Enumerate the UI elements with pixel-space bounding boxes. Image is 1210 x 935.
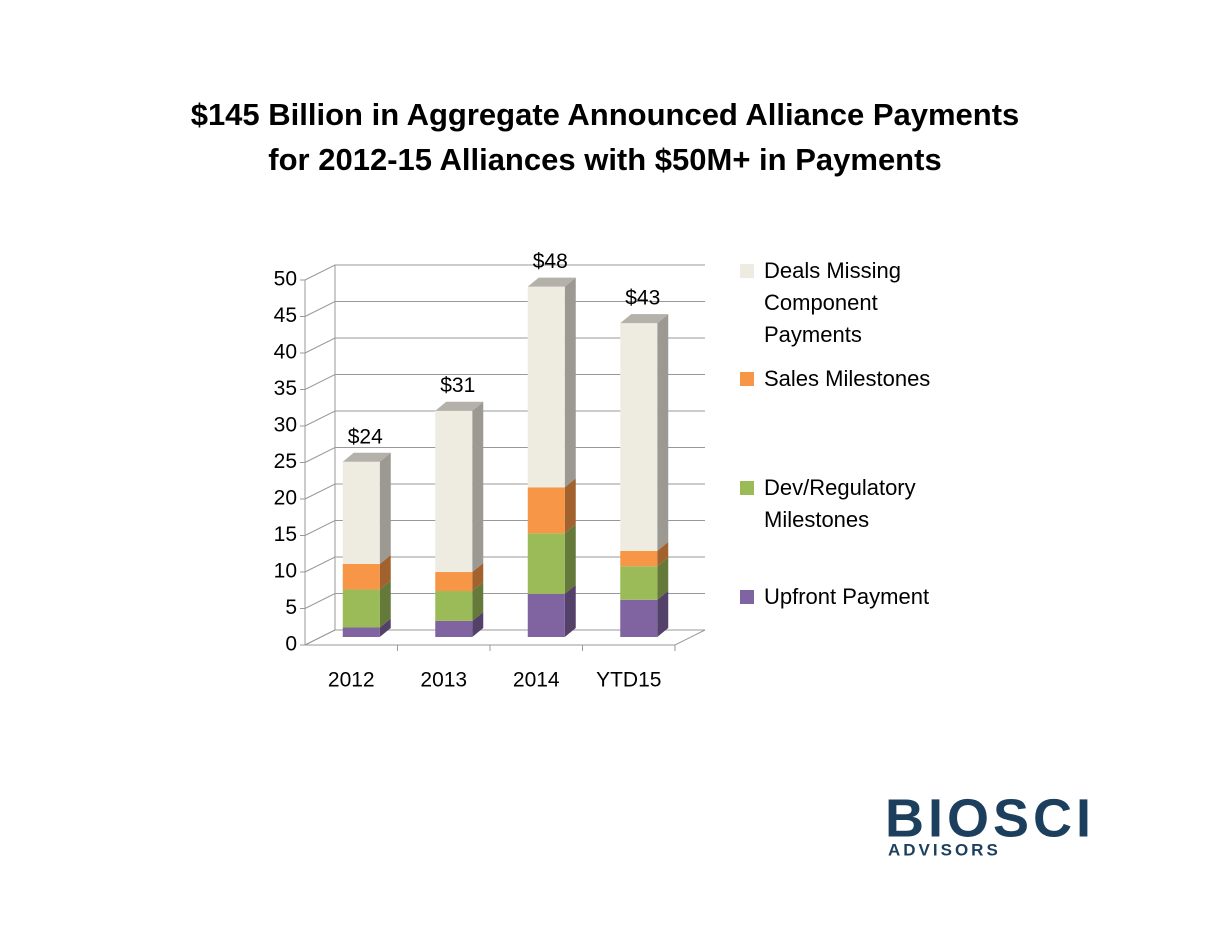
bar-top <box>342 452 391 462</box>
y-tick-label: 0 <box>285 633 297 656</box>
legend-swatch <box>740 264 754 278</box>
bar-segment <box>435 620 473 637</box>
legend-item: Sales Milestones <box>740 363 960 395</box>
legend-label: Sales Milestones <box>764 366 931 391</box>
total-label: $48 <box>533 250 568 273</box>
bar-segment <box>342 461 380 564</box>
y-tick-label: 20 <box>274 487 297 510</box>
y-tick-label: 5 <box>285 596 297 619</box>
legend-label: Upfront Payment <box>764 584 930 609</box>
logo-tagline: ADVISORS <box>888 840 1001 859</box>
bar-segment <box>342 589 380 628</box>
legend-label: Deals Missing Component Payments <box>764 258 901 347</box>
bar-segment <box>527 533 565 594</box>
bar-side <box>472 563 484 592</box>
bar-side <box>564 277 576 488</box>
bar-segment <box>435 410 473 573</box>
x-tick-label: 2012 <box>328 669 375 692</box>
grid-line <box>304 483 705 500</box>
bar-side <box>657 314 669 551</box>
bar-segment <box>620 599 658 637</box>
total-label: $31 <box>440 374 475 397</box>
grid-line <box>304 447 705 463</box>
y-tick-label: 10 <box>274 560 297 583</box>
bar-side <box>379 580 391 628</box>
bar-segment <box>527 487 565 534</box>
y-tick-label: 35 <box>274 377 297 400</box>
bar-top <box>435 401 484 411</box>
y-tick-label: 40 <box>274 341 297 364</box>
bar-top <box>620 314 669 324</box>
bar-segment <box>527 593 565 637</box>
legend-label: Dev/Regulatory Milestones <box>764 475 916 532</box>
y-tick-label: 15 <box>274 523 297 546</box>
bar-side <box>379 618 391 637</box>
chart-title: $145 Billion in Aggregate Announced Alli… <box>191 97 1020 132</box>
bar-side <box>564 478 576 534</box>
bar-side <box>657 590 669 637</box>
grid-line <box>304 593 705 609</box>
bar-side <box>657 557 669 600</box>
legend-item: Upfront Payment <box>740 581 960 613</box>
x-tick-label: YTD15 <box>596 669 661 692</box>
y-tick-label: 50 <box>274 268 297 291</box>
bar-side <box>564 524 576 594</box>
legend-swatch <box>740 590 754 604</box>
bar-side <box>472 401 484 573</box>
bar-side <box>379 555 391 590</box>
bar-segment <box>527 286 565 488</box>
legend-swatch <box>740 372 754 386</box>
bar-side <box>379 452 391 564</box>
grid-line <box>304 374 705 390</box>
grid-line <box>304 629 705 646</box>
bar-segment <box>620 566 658 600</box>
bar-segment <box>342 627 380 637</box>
y-tick-label: 25 <box>274 450 297 473</box>
bar-side <box>657 541 669 567</box>
bar-segment <box>435 591 473 621</box>
bar-top <box>527 277 576 287</box>
bar-side <box>472 582 484 621</box>
bar-side <box>472 611 484 637</box>
grid-line <box>304 337 705 354</box>
total-label: $43 <box>625 287 660 310</box>
grid-line <box>304 264 705 281</box>
y-tick-label: 45 <box>274 304 297 327</box>
legend-item: Deals Missing Component Payments <box>740 255 960 351</box>
bar-segment <box>435 572 473 592</box>
bar-segment <box>620 323 658 551</box>
x-tick-label: 2013 <box>420 669 467 692</box>
legend-item: Dev/Regulatory Milestones <box>740 472 960 536</box>
y-tick-label: 30 <box>274 414 297 437</box>
grid-line <box>304 410 705 427</box>
legend-swatch <box>740 481 754 495</box>
bar-segment <box>620 550 658 567</box>
bar-side <box>564 584 576 637</box>
grid-line <box>304 301 705 317</box>
x-tick-label: 2014 <box>513 669 560 692</box>
grid-line <box>304 520 705 536</box>
chart-title: for 2012-15 Alliances with $50M+ in Paym… <box>268 142 941 177</box>
bar-segment <box>342 564 380 590</box>
total-label: $24 <box>348 425 383 448</box>
grid-line <box>304 556 705 573</box>
logo-name: BIOSCI <box>885 788 1095 848</box>
